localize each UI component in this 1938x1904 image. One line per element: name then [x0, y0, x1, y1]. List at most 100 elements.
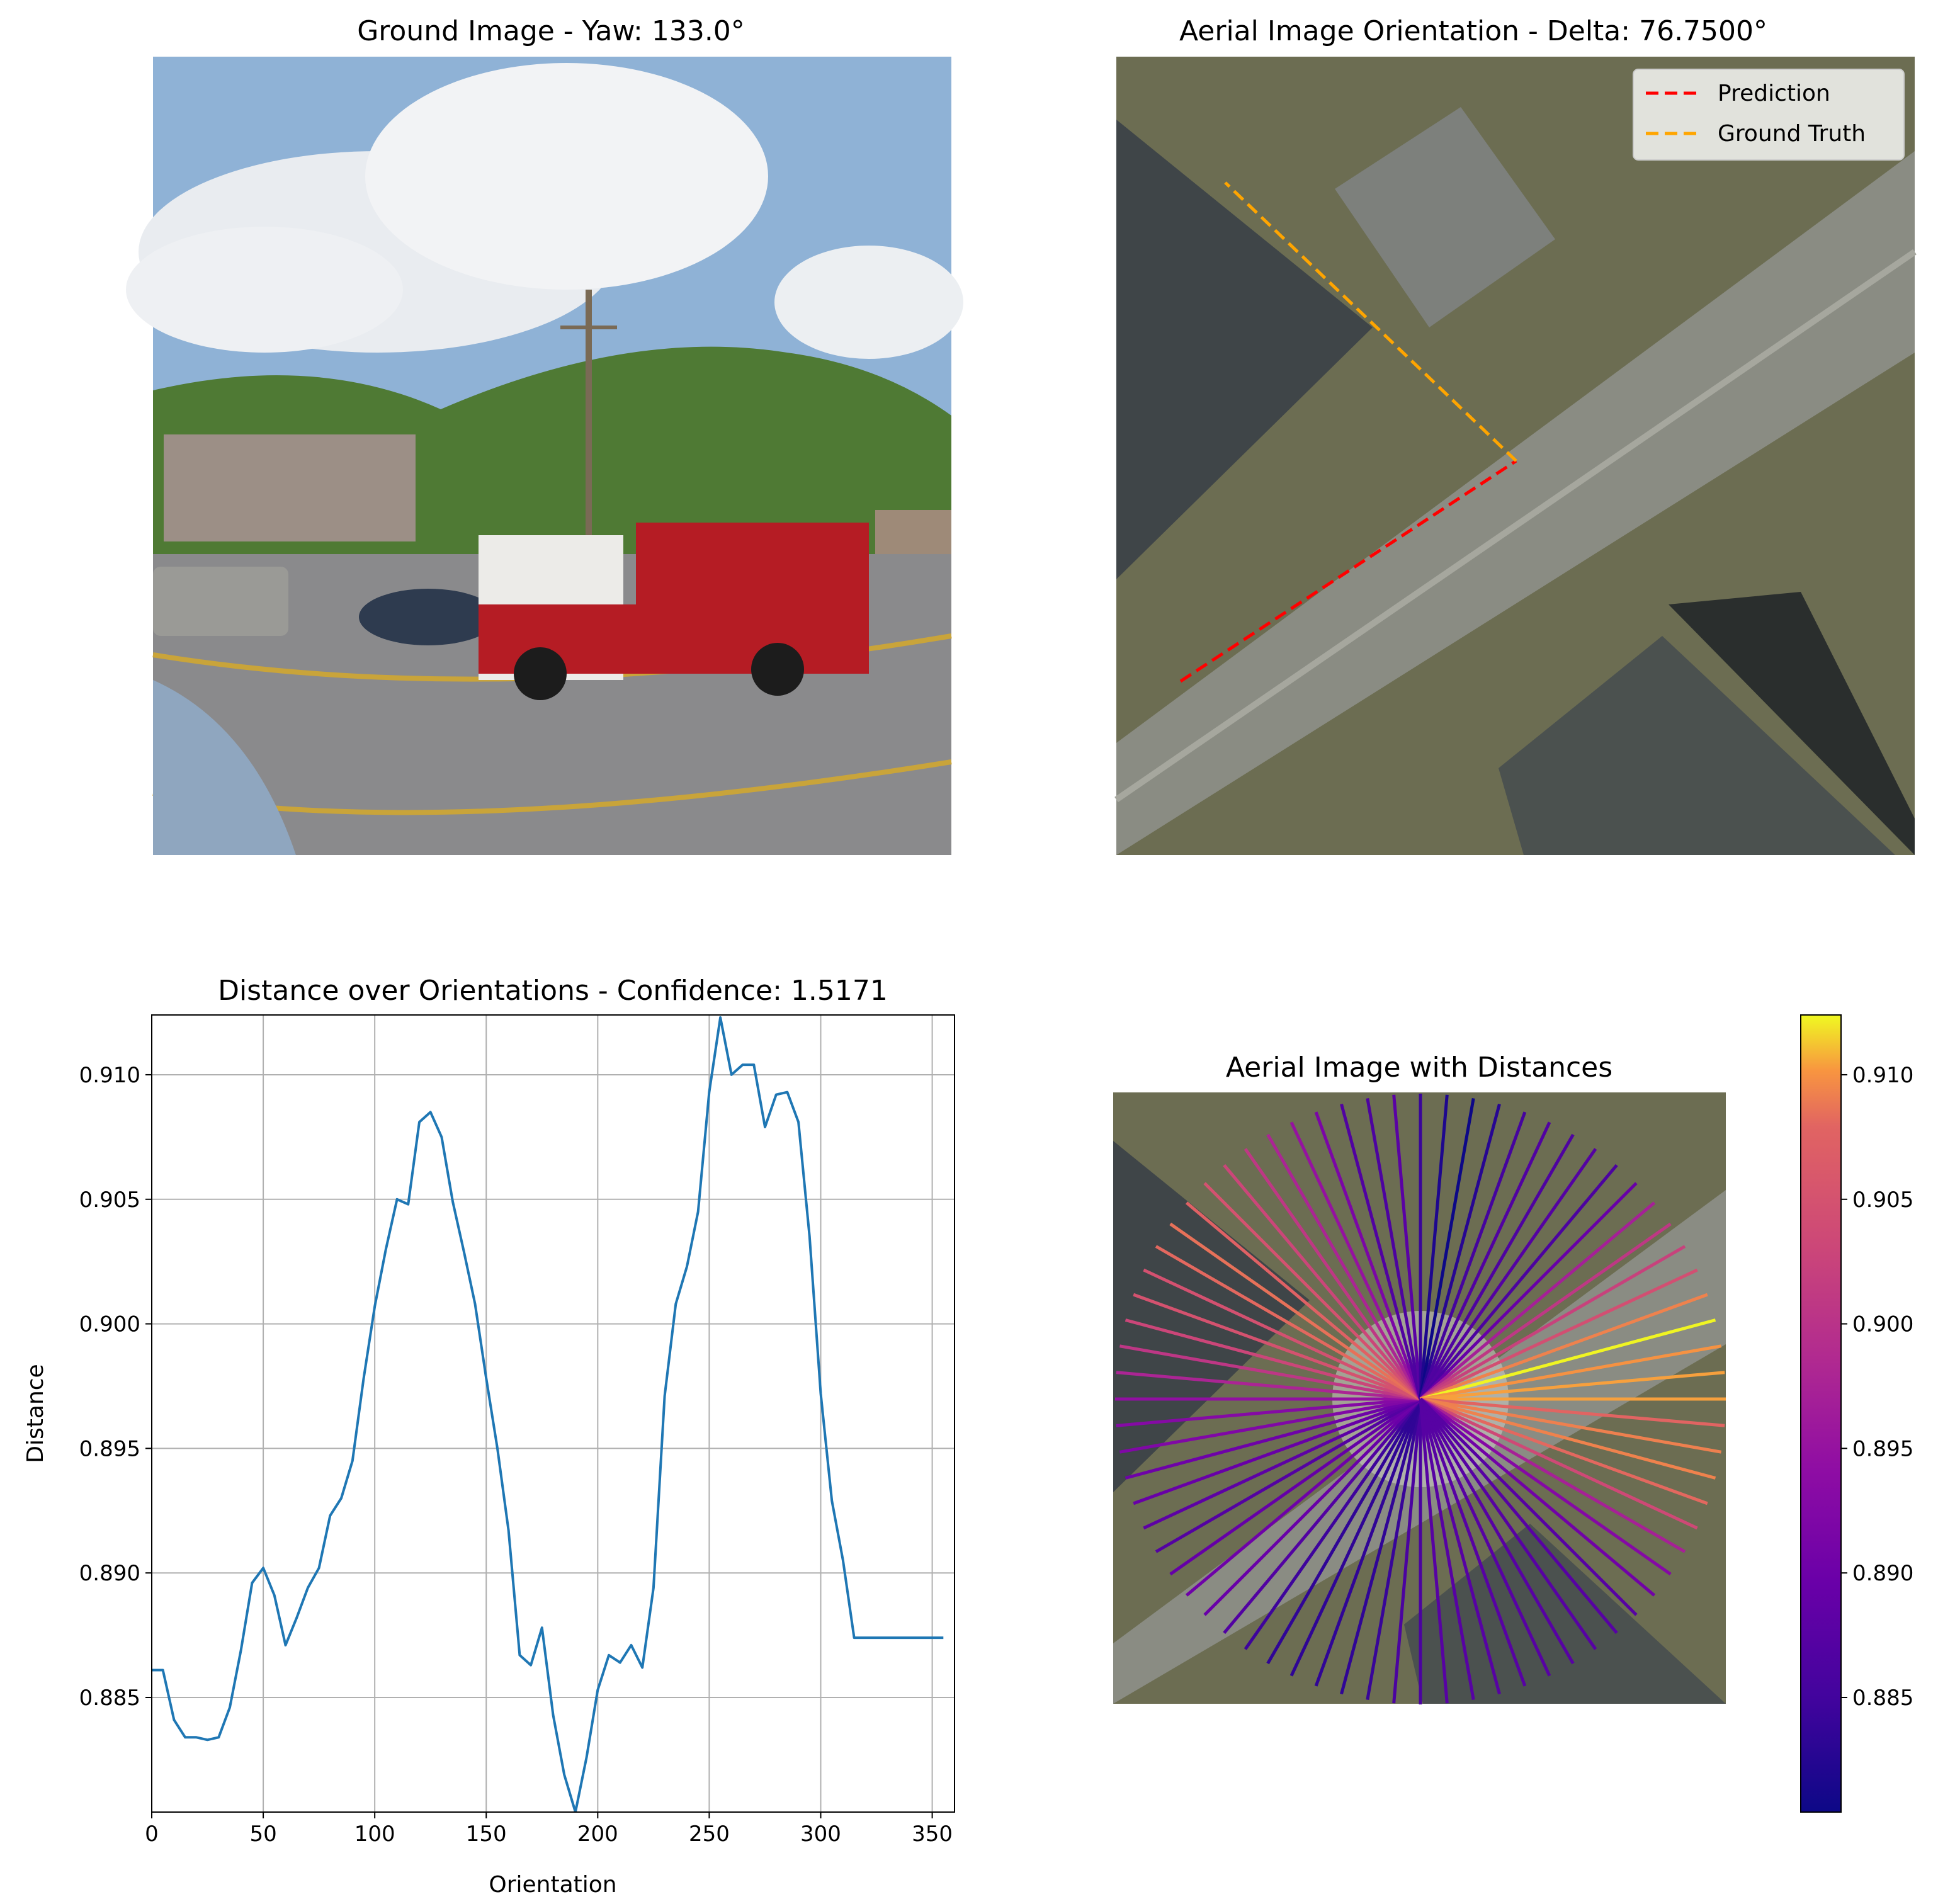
distance-ray [1143, 1268, 1422, 1401]
distance-ray [1419, 1398, 1551, 1677]
distance-ray [1420, 1397, 1722, 1454]
distance-ray [1419, 1222, 1672, 1401]
aerial-distances-panel: Aerial Image with Distances 0.8850.8900.… [1113, 1014, 1913, 1813]
colorbar-gradient [1800, 1014, 1842, 1813]
cloud-shape [126, 227, 403, 353]
colorbar-tick-label: 0.890 [1852, 1561, 1913, 1586]
fire-truck-body [636, 523, 869, 674]
distance-ray [1133, 1397, 1421, 1505]
parking-lot [1116, 120, 1373, 579]
distance-ray [1119, 1344, 1421, 1401]
y-tick-label: 0.905 [79, 1187, 140, 1213]
colorbar-tick-label: 0.885 [1852, 1686, 1913, 1711]
distance-ray [1125, 1318, 1421, 1401]
distance-rays [1115, 1094, 1726, 1704]
y-tick-label: 0.910 [79, 1063, 140, 1088]
fire-truck-wheel [514, 647, 567, 700]
x-tick-label: 300 [800, 1822, 841, 1847]
distance-ray [1116, 1397, 1421, 1427]
distance-ray [1420, 1397, 1725, 1427]
distance-plot-panel: Distance over Orientations - Confidence:… [23, 975, 955, 1898]
x-tick-label: 350 [912, 1822, 953, 1847]
aerial-distances-title: Aerial Image with Distances [1226, 1051, 1612, 1084]
distance-ray [1185, 1398, 1422, 1597]
building-shadow [1669, 592, 1915, 855]
distance-series-line [152, 1016, 944, 1812]
y-ticks: 0.885 0.890 0.895 0.900 0.905 0.910 [79, 1063, 152, 1711]
distance-ray [1419, 1103, 1501, 1400]
distance-ray [1340, 1398, 1422, 1695]
distance-ray [1155, 1245, 1422, 1401]
y-tick-label: 0.895 [79, 1436, 140, 1461]
distance-ray [1419, 1397, 1672, 1576]
x-axis-label: Orientation [489, 1872, 616, 1898]
distance-ray [1223, 1164, 1422, 1400]
distance-ray [1169, 1222, 1422, 1401]
colorbar-tick-label: 0.910 [1852, 1063, 1913, 1088]
distance-ray [1244, 1398, 1422, 1650]
distance-ray [1223, 1398, 1422, 1635]
distance-ray [1366, 1398, 1422, 1701]
plot-area [152, 1016, 944, 1812]
distance-ray [1419, 1111, 1527, 1400]
x-ticks: 0 50 100 150 200 250 300 350 [145, 1812, 953, 1847]
plot-frame [151, 1014, 955, 1813]
distance-ray [1185, 1201, 1422, 1400]
distance-ray [1419, 1397, 1698, 1530]
distance-ray [1314, 1398, 1422, 1687]
x-tick-label: 200 [577, 1822, 618, 1847]
colorbar-tick-label: 0.900 [1852, 1312, 1913, 1337]
building-roof [1404, 1524, 1726, 1704]
distance-ray [1419, 1398, 1575, 1665]
distance-ray [1266, 1133, 1422, 1400]
distance-ray [1420, 1318, 1716, 1401]
distance-ray [1116, 1371, 1421, 1401]
distance-ray [1143, 1397, 1422, 1530]
aerial-orientation-title: Aerial Image Orientation - Delta: 76.750… [1179, 15, 1767, 47]
fire-truck-wheel [751, 643, 804, 696]
ground-image-title: Ground Image - Yaw: 133.0° [357, 15, 745, 47]
building-roof [1499, 636, 1895, 855]
legend-label-prediction: Prediction [1718, 81, 1830, 106]
aerial-image [1114, 57, 1917, 855]
aerial-orientation-panel: Aerial Image Orientation - Delta: 76.750… [1114, 15, 1917, 855]
road-line [1114, 249, 1917, 803]
cloud-shape [365, 63, 768, 290]
x-tick-label: 250 [689, 1822, 730, 1847]
distance-ray [1419, 1398, 1638, 1616]
grid-lines [151, 1015, 955, 1812]
distance-ray [1133, 1293, 1421, 1401]
colorbar-tick-label: 0.895 [1852, 1436, 1913, 1461]
prediction-line [1179, 459, 1517, 683]
parking-lot [1113, 1141, 1310, 1492]
car-shape [153, 680, 296, 855]
y-tick-label: 0.885 [79, 1686, 140, 1711]
distance-ray [1419, 1097, 1475, 1400]
colorbar-tick-label: 0.905 [1852, 1187, 1913, 1213]
distance-ray [1203, 1182, 1422, 1400]
distance-ray [1419, 1094, 1449, 1400]
legend: Prediction Ground Truth [1633, 69, 1905, 161]
pickup-truck [153, 567, 288, 636]
distance-ray [1169, 1397, 1422, 1576]
distance-ray [1392, 1094, 1422, 1400]
building-roof [1335, 107, 1555, 327]
distance-ray [1419, 1398, 1449, 1704]
distance-ray [1155, 1397, 1422, 1553]
distance-ray [1314, 1111, 1422, 1400]
distance-ray [1419, 1268, 1698, 1401]
distance-ray [1419, 1121, 1551, 1400]
distance-ray [1419, 1148, 1597, 1400]
legend-label-ground-truth: Ground Truth [1718, 121, 1866, 147]
x-tick-label: 50 [249, 1822, 276, 1847]
distance-ray [1419, 1133, 1575, 1400]
distance-ray [1340, 1103, 1422, 1400]
distance-ray [1419, 1201, 1656, 1400]
ground-truth-line [1224, 181, 1517, 462]
legend-box [1633, 69, 1905, 161]
y-tick-label: 0.890 [79, 1561, 140, 1586]
ground-image-panel: Ground Image - Yaw: 133.0° [126, 15, 963, 855]
colorbar: 0.885 0.890 0.895 0.900 0.905 0.910 [1800, 1014, 1913, 1813]
building-shape [164, 434, 416, 541]
